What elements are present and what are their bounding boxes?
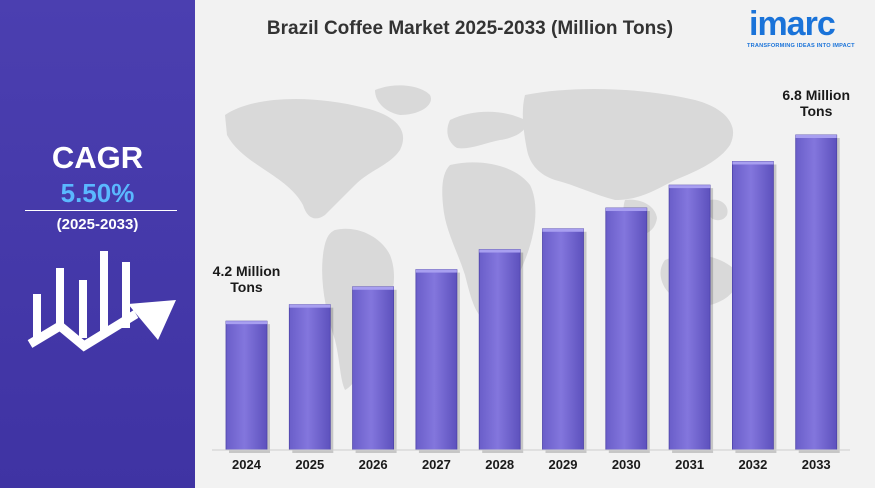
- bar-cap-2032: [732, 161, 774, 165]
- bar-cap-2026: [352, 286, 394, 290]
- bar-2033: [795, 134, 838, 451]
- x-tick-label-2032: 2032: [738, 457, 767, 472]
- logo-wordmark: imarc: [749, 5, 836, 43]
- x-tick-label-2033: 2033: [802, 457, 831, 472]
- bar-2024: [225, 320, 268, 451]
- imarc-logo: imarc TRANSFORMING IDEAS INTO IMPACT: [747, 5, 869, 57]
- cagr-title: CAGR: [51, 140, 144, 175]
- bar-cap-2029: [542, 228, 584, 232]
- x-tick-label-2027: 2027: [422, 457, 451, 472]
- bar-2031: [668, 184, 711, 451]
- chart-title: Brazil Coffee Market 2025-2033 (Million …: [266, 18, 674, 39]
- x-tick-label-2030: 2030: [612, 457, 641, 472]
- cagr-period: (2025-2033): [56, 216, 139, 233]
- bar-2025: [288, 304, 331, 451]
- x-tick-label-2031: 2031: [675, 457, 704, 472]
- logo-tagline: TRANSFORMING IDEAS INTO IMPACT: [747, 43, 855, 49]
- bar-cap-2025: [289, 304, 331, 308]
- annotation-first: 4.2 Million Tons: [212, 263, 281, 296]
- cagr-value: 5.50%: [60, 178, 135, 208]
- bar-2027: [415, 269, 458, 451]
- x-tick-label-2025: 2025: [295, 457, 324, 472]
- bar-2029: [542, 228, 584, 451]
- bar-2026: [352, 286, 395, 451]
- bar-cap-2033: [795, 135, 837, 138]
- bar-2028: [478, 249, 521, 451]
- bar-2032: [732, 161, 774, 451]
- bar-cap-2031: [669, 185, 711, 189]
- cagr-divider: [25, 210, 177, 211]
- bar-2030: [605, 207, 648, 451]
- bar-cap-2030: [605, 208, 647, 212]
- annotation-last: 6.8 Million Tons: [782, 87, 851, 119]
- bar-cap-2027: [415, 269, 457, 273]
- growth-chart-arrow-icon: [27, 251, 176, 352]
- bar-cap-2028: [479, 249, 521, 253]
- x-tick-label-2029: 2029: [549, 457, 578, 472]
- bar-cap-2024: [226, 321, 267, 325]
- x-tick-label-2026: 2026: [359, 457, 388, 472]
- cagr-sidebar: CAGR 5.50% (2025-2033): [0, 0, 195, 488]
- x-tick-label-2024: 2024: [232, 457, 262, 472]
- x-tick-label-2028: 2028: [485, 457, 514, 472]
